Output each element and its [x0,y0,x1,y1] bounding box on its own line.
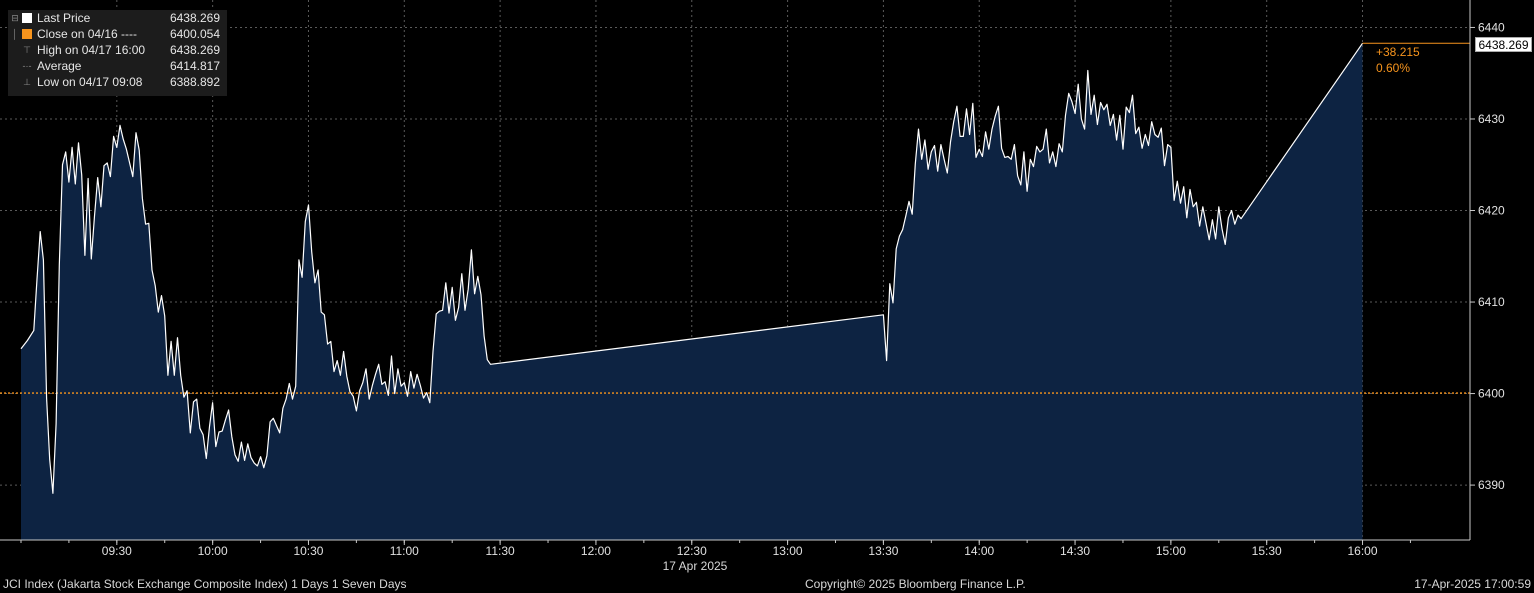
legend-item-low: ⊥ Low on 04/17 09:08 6388.892 [8,74,227,90]
x-tick-label: 11:00 [390,544,419,558]
average-marker-icon: -·- [22,61,32,71]
change-value: +38.215 [1376,45,1420,59]
x-tick-label: 14:30 [1060,544,1090,558]
legend: ⊟ Last Price 6438.269 │ Close on 04/16 -… [8,10,227,96]
footer-timestamp: 17-Apr-2025 17:00:59 [1414,577,1531,591]
change-percent: 0.60% [1376,61,1411,75]
y-tick-label: 6420 [1478,204,1505,218]
x-tick-label: 13:00 [773,544,803,558]
x-tick-label: 15:00 [1156,544,1186,558]
footer-copyright: Copyright© 2025 Bloomberg Finance L.P. [805,577,1026,591]
legend-label: Average [37,59,82,73]
legend-value: 6438.269 [169,11,220,25]
legend-item-average: -·- Average 6414.817 [8,58,227,74]
x-tick-label: 10:00 [198,544,228,558]
footer-security-title: JCI Index (Jakarta Stock Exchange Compos… [3,577,407,591]
legend-value: 6414.817 [169,59,220,73]
x-tick-label: 14:00 [964,544,994,558]
legend-value: 6438.269 [169,43,220,57]
y-tick-label: 6390 [1478,478,1505,492]
y-tick-label: 6440 [1478,20,1505,34]
legend-item-high: ⊤ High on 04/17 16:00 6438.269 [8,42,227,58]
x-tick-label: 12:00 [581,544,611,558]
last-price-line [20,42,1363,494]
legend-item-close: │ Close on 04/16 ---- 6400.054 [8,26,227,42]
legend-label: Last Price [37,11,91,25]
low-marker-icon: ⊥ [23,77,31,87]
legend-label: High on 04/17 16:00 [37,43,146,57]
x-tick-label: 09:30 [102,544,132,558]
legend-item-last-price: ⊟ Last Price 6438.269 [8,10,227,26]
x-tick-label: 11:30 [486,544,515,558]
legend-value: 6400.054 [169,27,220,41]
tree-line-icon: │ [12,29,18,39]
collapse-icon[interactable]: ⊟ [11,13,19,23]
y-tick-label: 6410 [1478,295,1505,309]
high-marker-icon: ⊤ [23,45,31,55]
legend-label: Low on 04/17 09:08 [37,75,143,89]
date-label: 17 Apr 2025 [662,559,728,573]
x-tick-label: 13:30 [868,544,898,558]
y-tick-label: 6400 [1478,387,1505,401]
x-tick-label: 10:30 [293,544,323,558]
x-tick-label: 12:30 [677,544,707,558]
y-tick-label: 6430 [1478,112,1505,126]
axes: 6390 6400 6410 6420 6430 6440 09:30 10:00 10:30 1… [0,0,1505,558]
last-price-tag: 6438.269 [1475,37,1532,52]
legend-value: 6388.892 [169,75,220,89]
orange-square-icon [22,29,32,39]
legend-label: Close on 04/16 ---- [37,27,138,41]
x-tick-label: 15:30 [1252,544,1282,558]
price-area-fill [21,43,1363,541]
x-tick-label: 16:00 [1348,544,1378,558]
white-square-icon [22,13,32,23]
